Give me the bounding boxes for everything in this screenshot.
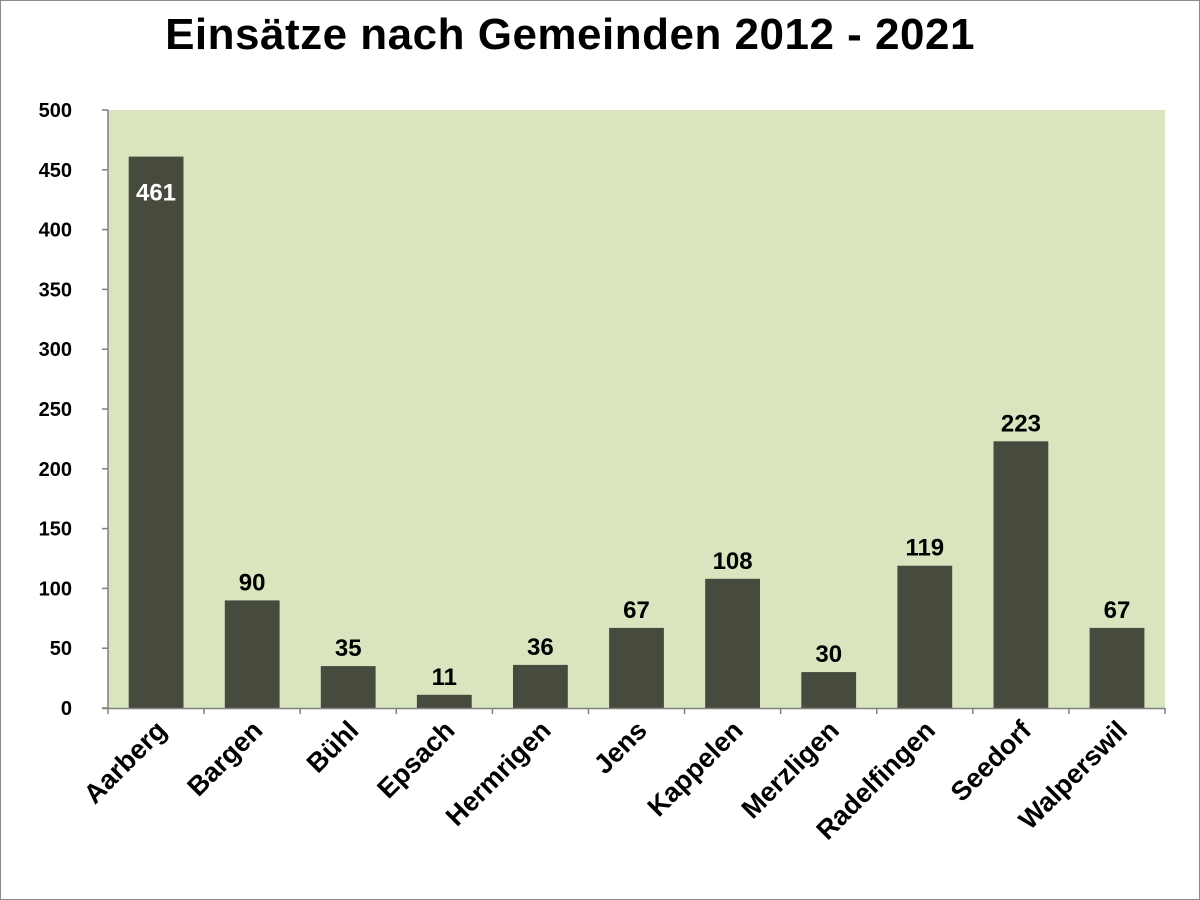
x-tick-label: Bargen xyxy=(181,715,268,802)
bar-seedorf xyxy=(993,441,1049,708)
bar-bargen xyxy=(224,600,280,708)
data-label: 108 xyxy=(713,548,753,575)
bar-hermrigen xyxy=(513,664,568,708)
bar-epsach xyxy=(416,694,472,708)
x-tick-label: Hermrigen xyxy=(440,715,557,832)
bar-kappelen xyxy=(705,578,760,708)
y-tick-label: 400 xyxy=(39,220,72,242)
data-label: 119 xyxy=(905,535,944,562)
y-tick-label: 150 xyxy=(39,519,72,541)
data-label: 90 xyxy=(239,569,266,596)
bars-group xyxy=(128,156,1145,709)
data-label: 461 xyxy=(136,180,176,207)
data-label: 67 xyxy=(1104,597,1131,624)
data-label: 223 xyxy=(1001,410,1041,437)
y-axis-ticks: 0 50 100 150 200 250 300 350 400 450 500 xyxy=(39,100,108,720)
y-tick-label: 350 xyxy=(39,279,72,301)
y-tick-label: 0 xyxy=(61,698,72,720)
data-label: 36 xyxy=(527,634,554,661)
data-label: 67 xyxy=(623,597,650,624)
bar-merzligen xyxy=(801,672,857,708)
bar-walperswil xyxy=(1089,627,1145,708)
plot-area xyxy=(108,110,1165,708)
x-tick-label: Epsach xyxy=(371,715,460,804)
x-tick-label: Bühl xyxy=(301,715,365,779)
y-tick-label: 450 xyxy=(39,160,72,182)
data-label: 35 xyxy=(335,635,362,662)
bar-jens xyxy=(609,627,664,708)
y-tick-label: 250 xyxy=(39,399,72,421)
x-tick-label: Kappelen xyxy=(642,715,749,822)
bar-aarberg xyxy=(128,156,184,709)
x-tick-label: Aarberg xyxy=(78,715,172,809)
chart-title: Einsätze nach Gemeinden 2012 - 2021 xyxy=(165,10,975,59)
y-tick-label: 200 xyxy=(39,459,72,481)
y-tick-label: 50 xyxy=(50,638,72,660)
y-tick-label: 300 xyxy=(39,339,72,361)
x-tick-label: Jens xyxy=(588,715,653,780)
x-tick-label: Seedorf xyxy=(945,714,1038,807)
data-label: 30 xyxy=(815,641,842,668)
data-labels: 461 90 35 11 36 67 108 30 119 223 67 xyxy=(136,180,1130,691)
bar-radelfingen xyxy=(897,565,953,708)
bar-bühl xyxy=(320,666,376,708)
y-tick-label: 500 xyxy=(39,100,72,122)
data-label: 11 xyxy=(432,664,457,691)
y-tick-label: 100 xyxy=(39,578,72,600)
